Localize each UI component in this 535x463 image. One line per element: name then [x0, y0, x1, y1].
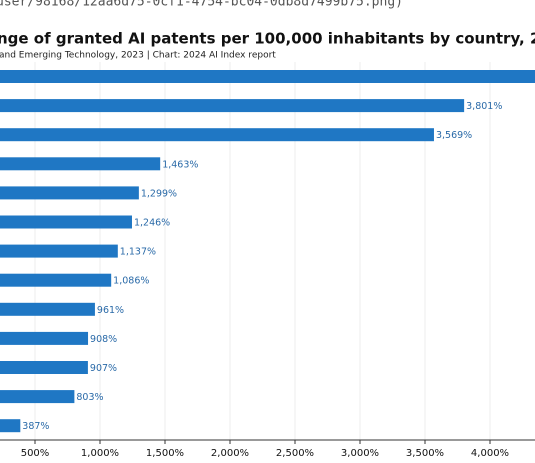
bar [0, 361, 88, 374]
value-label: 1,246% [134, 218, 170, 229]
bar [0, 419, 21, 433]
value-label: 908% [90, 334, 117, 345]
value-label: 1,137% [120, 247, 156, 258]
value-label: 1,463% [162, 159, 198, 170]
x-tick-label: 4,000% [471, 448, 509, 459]
bar [0, 390, 75, 404]
bar [0, 70, 535, 83]
value-label: 803% [76, 392, 103, 403]
x-tick-label: 500% [21, 448, 50, 459]
x-tick-label: 2,500% [276, 448, 314, 459]
value-label: 907% [90, 363, 117, 374]
bar [0, 302, 95, 316]
bar [0, 186, 139, 200]
value-label: 961% [97, 305, 124, 316]
x-tick-label: 2,000% [211, 448, 249, 459]
value-label: 3,569% [436, 130, 472, 141]
x-tick-label: 1,500% [146, 448, 184, 459]
value-label: 3,801% [466, 101, 502, 112]
bar [0, 331, 89, 345]
chart-title: nge of granted AI patents per 100,000 in… [0, 30, 535, 48]
bar [0, 99, 465, 113]
chart-subtitle: and Emerging Technology, 2023 | Chart: 2… [0, 51, 276, 61]
x-tick-label: 3,500% [406, 448, 444, 459]
source-path: user/98168/12aa6d75-0cf1-4754-bc04-0db8d… [0, 0, 403, 10]
value-label: 1,086% [113, 276, 149, 287]
bar [0, 128, 434, 142]
bar [0, 215, 132, 229]
bar [0, 273, 112, 287]
bar [0, 157, 161, 171]
bar [0, 244, 118, 258]
x-tick-label: 3,000% [341, 448, 379, 459]
value-label: 1,299% [141, 188, 177, 199]
value-label: 387% [22, 421, 49, 432]
x-tick-label: 1,000% [81, 448, 119, 459]
